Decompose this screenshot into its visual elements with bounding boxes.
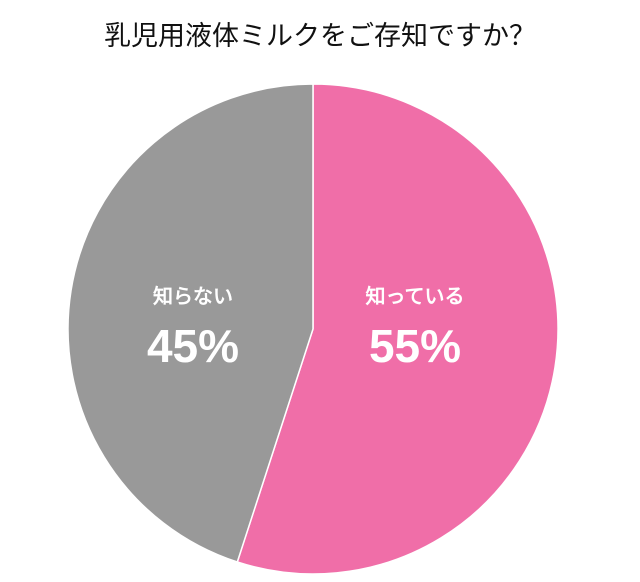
slice-value-known: 55% (368, 320, 462, 372)
slice-value-unknown: 45% (146, 320, 240, 372)
slice-category-unknown: 知らない (153, 286, 233, 308)
slice-category-known: 知っている (365, 286, 465, 308)
slice-label-known: 知っている 55% (340, 280, 490, 373)
pie-slice-known (236, 83, 559, 575)
slice-label-unknown: 知らない 45% (118, 280, 268, 373)
chart-title: 乳児用液体ミルクをご存知ですか？ (104, 21, 536, 52)
pie-slice-unknown (67, 83, 314, 563)
